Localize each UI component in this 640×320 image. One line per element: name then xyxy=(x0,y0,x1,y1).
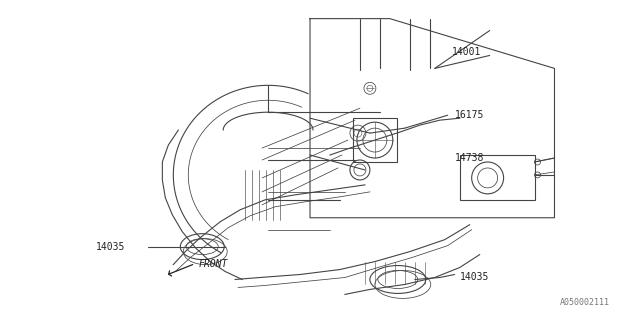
Bar xyxy=(353,118,397,162)
Text: 14001: 14001 xyxy=(452,47,481,58)
Text: 14035: 14035 xyxy=(460,273,489,283)
Text: FRONT: FRONT xyxy=(198,259,228,268)
Text: 16175: 16175 xyxy=(454,110,484,120)
Text: A050002111: A050002111 xyxy=(559,298,609,307)
Text: 14035: 14035 xyxy=(95,242,125,252)
Text: 14738: 14738 xyxy=(454,153,484,163)
Bar xyxy=(460,155,534,200)
